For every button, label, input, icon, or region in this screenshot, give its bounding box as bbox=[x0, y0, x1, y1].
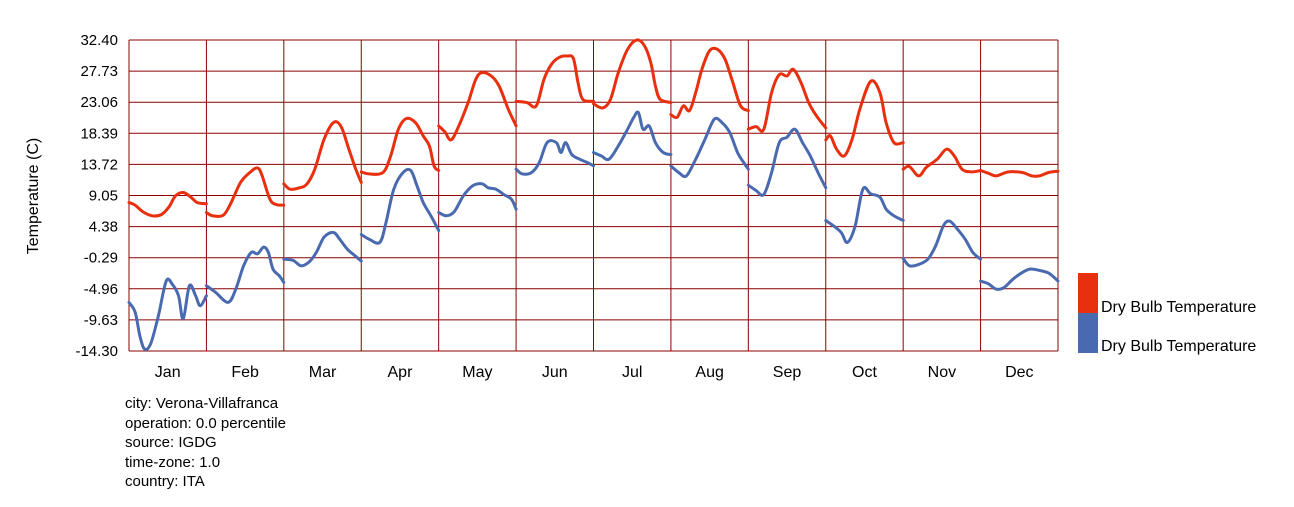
series-1-dec-line bbox=[979, 169, 1060, 178]
series-1-oct-line bbox=[824, 79, 905, 158]
y-tick-label: 23.06 bbox=[80, 94, 118, 111]
series-2-nov-line bbox=[901, 219, 983, 268]
series-1-feb-line bbox=[204, 166, 286, 218]
legend-label-2: Dry Bulb Temperature bbox=[1101, 338, 1256, 355]
month-label: Mar bbox=[309, 364, 337, 381]
meta-country: country: ITA bbox=[125, 473, 205, 490]
meta-timezone: time-zone: 1.0 bbox=[125, 453, 221, 471]
series-2-jan-line bbox=[127, 277, 208, 351]
month-label: Aug bbox=[695, 364, 723, 381]
series-2-mar-line bbox=[282, 230, 363, 268]
month-label: Dec bbox=[1005, 364, 1033, 381]
legend-swatch-red bbox=[1078, 273, 1098, 313]
series-1-jul-line bbox=[592, 38, 673, 110]
metadata-block: city: Verona-Villafranca operation: 0.0 … bbox=[125, 394, 286, 492]
y-axis-ticks: 32.40 27.73 23.06 18.39 13.72 9.05 4.38 -0.29 -4… bbox=[75, 32, 118, 360]
month-label: Jan bbox=[155, 364, 181, 381]
series-lines bbox=[127, 38, 1060, 351]
month-label: Feb bbox=[231, 364, 259, 381]
y-tick-label: 27.73 bbox=[80, 63, 118, 80]
legend-swatch-blue bbox=[1078, 313, 1098, 353]
series-1-jun-line bbox=[514, 54, 595, 109]
series-1-aug-line bbox=[669, 46, 750, 120]
series-2-may-line bbox=[437, 182, 518, 218]
series-2-oct-line bbox=[824, 185, 905, 244]
y-axis-label: Temperature (C) bbox=[25, 138, 42, 254]
series-2-dec-line bbox=[979, 267, 1060, 291]
month-label: Oct bbox=[852, 364, 877, 381]
y-tick-label: 9.05 bbox=[89, 188, 118, 205]
series-1-may-line bbox=[437, 71, 518, 142]
y-tick-label: -4.96 bbox=[84, 281, 118, 298]
series-1-mar-line bbox=[282, 120, 363, 191]
month-label: Jun bbox=[542, 364, 568, 381]
legend: Dry Bulb Temperature Dry Bulb Temperatur… bbox=[1078, 273, 1256, 355]
y-tick-label: 32.40 bbox=[80, 32, 118, 49]
y-tick-label: 18.39 bbox=[80, 125, 118, 142]
y-tick-label: 4.38 bbox=[89, 219, 118, 236]
month-label: Sep bbox=[773, 364, 802, 381]
series-1-nov-line bbox=[901, 147, 983, 178]
y-tick-label: -9.63 bbox=[84, 312, 118, 329]
series-2-aug-line bbox=[669, 116, 750, 179]
series-1-jan-line bbox=[127, 190, 208, 218]
series-2-jun-line bbox=[514, 139, 595, 176]
meta-operation: operation: 0.0 percentile bbox=[125, 414, 286, 432]
meta-city: city: Verona-Villafranca bbox=[125, 395, 279, 412]
series-1-apr-line bbox=[359, 116, 441, 176]
series-1-sep-line bbox=[746, 67, 828, 133]
month-label: Jul bbox=[622, 364, 642, 381]
series-2-apr-line bbox=[359, 167, 441, 245]
month-label: Apr bbox=[388, 364, 414, 381]
grid bbox=[128, 39, 1059, 352]
legend-label-1: Dry Bulb Temperature bbox=[1101, 299, 1256, 316]
y-tick-label: -0.29 bbox=[84, 250, 118, 267]
y-tick-label: -14.30 bbox=[75, 343, 118, 360]
month-label: May bbox=[462, 364, 492, 381]
series-2-jul-line bbox=[592, 110, 673, 162]
series-2-feb-line bbox=[204, 245, 286, 304]
series-2-sep-line bbox=[746, 127, 828, 197]
month-label: Nov bbox=[928, 364, 956, 381]
meta-source: source: IGDG bbox=[125, 434, 217, 451]
x-axis-month-labels: Jan Feb Mar Apr May Jun Jul Aug Sep Oct Nov Dec bbox=[155, 364, 1034, 381]
y-tick-label: 13.72 bbox=[80, 156, 118, 173]
